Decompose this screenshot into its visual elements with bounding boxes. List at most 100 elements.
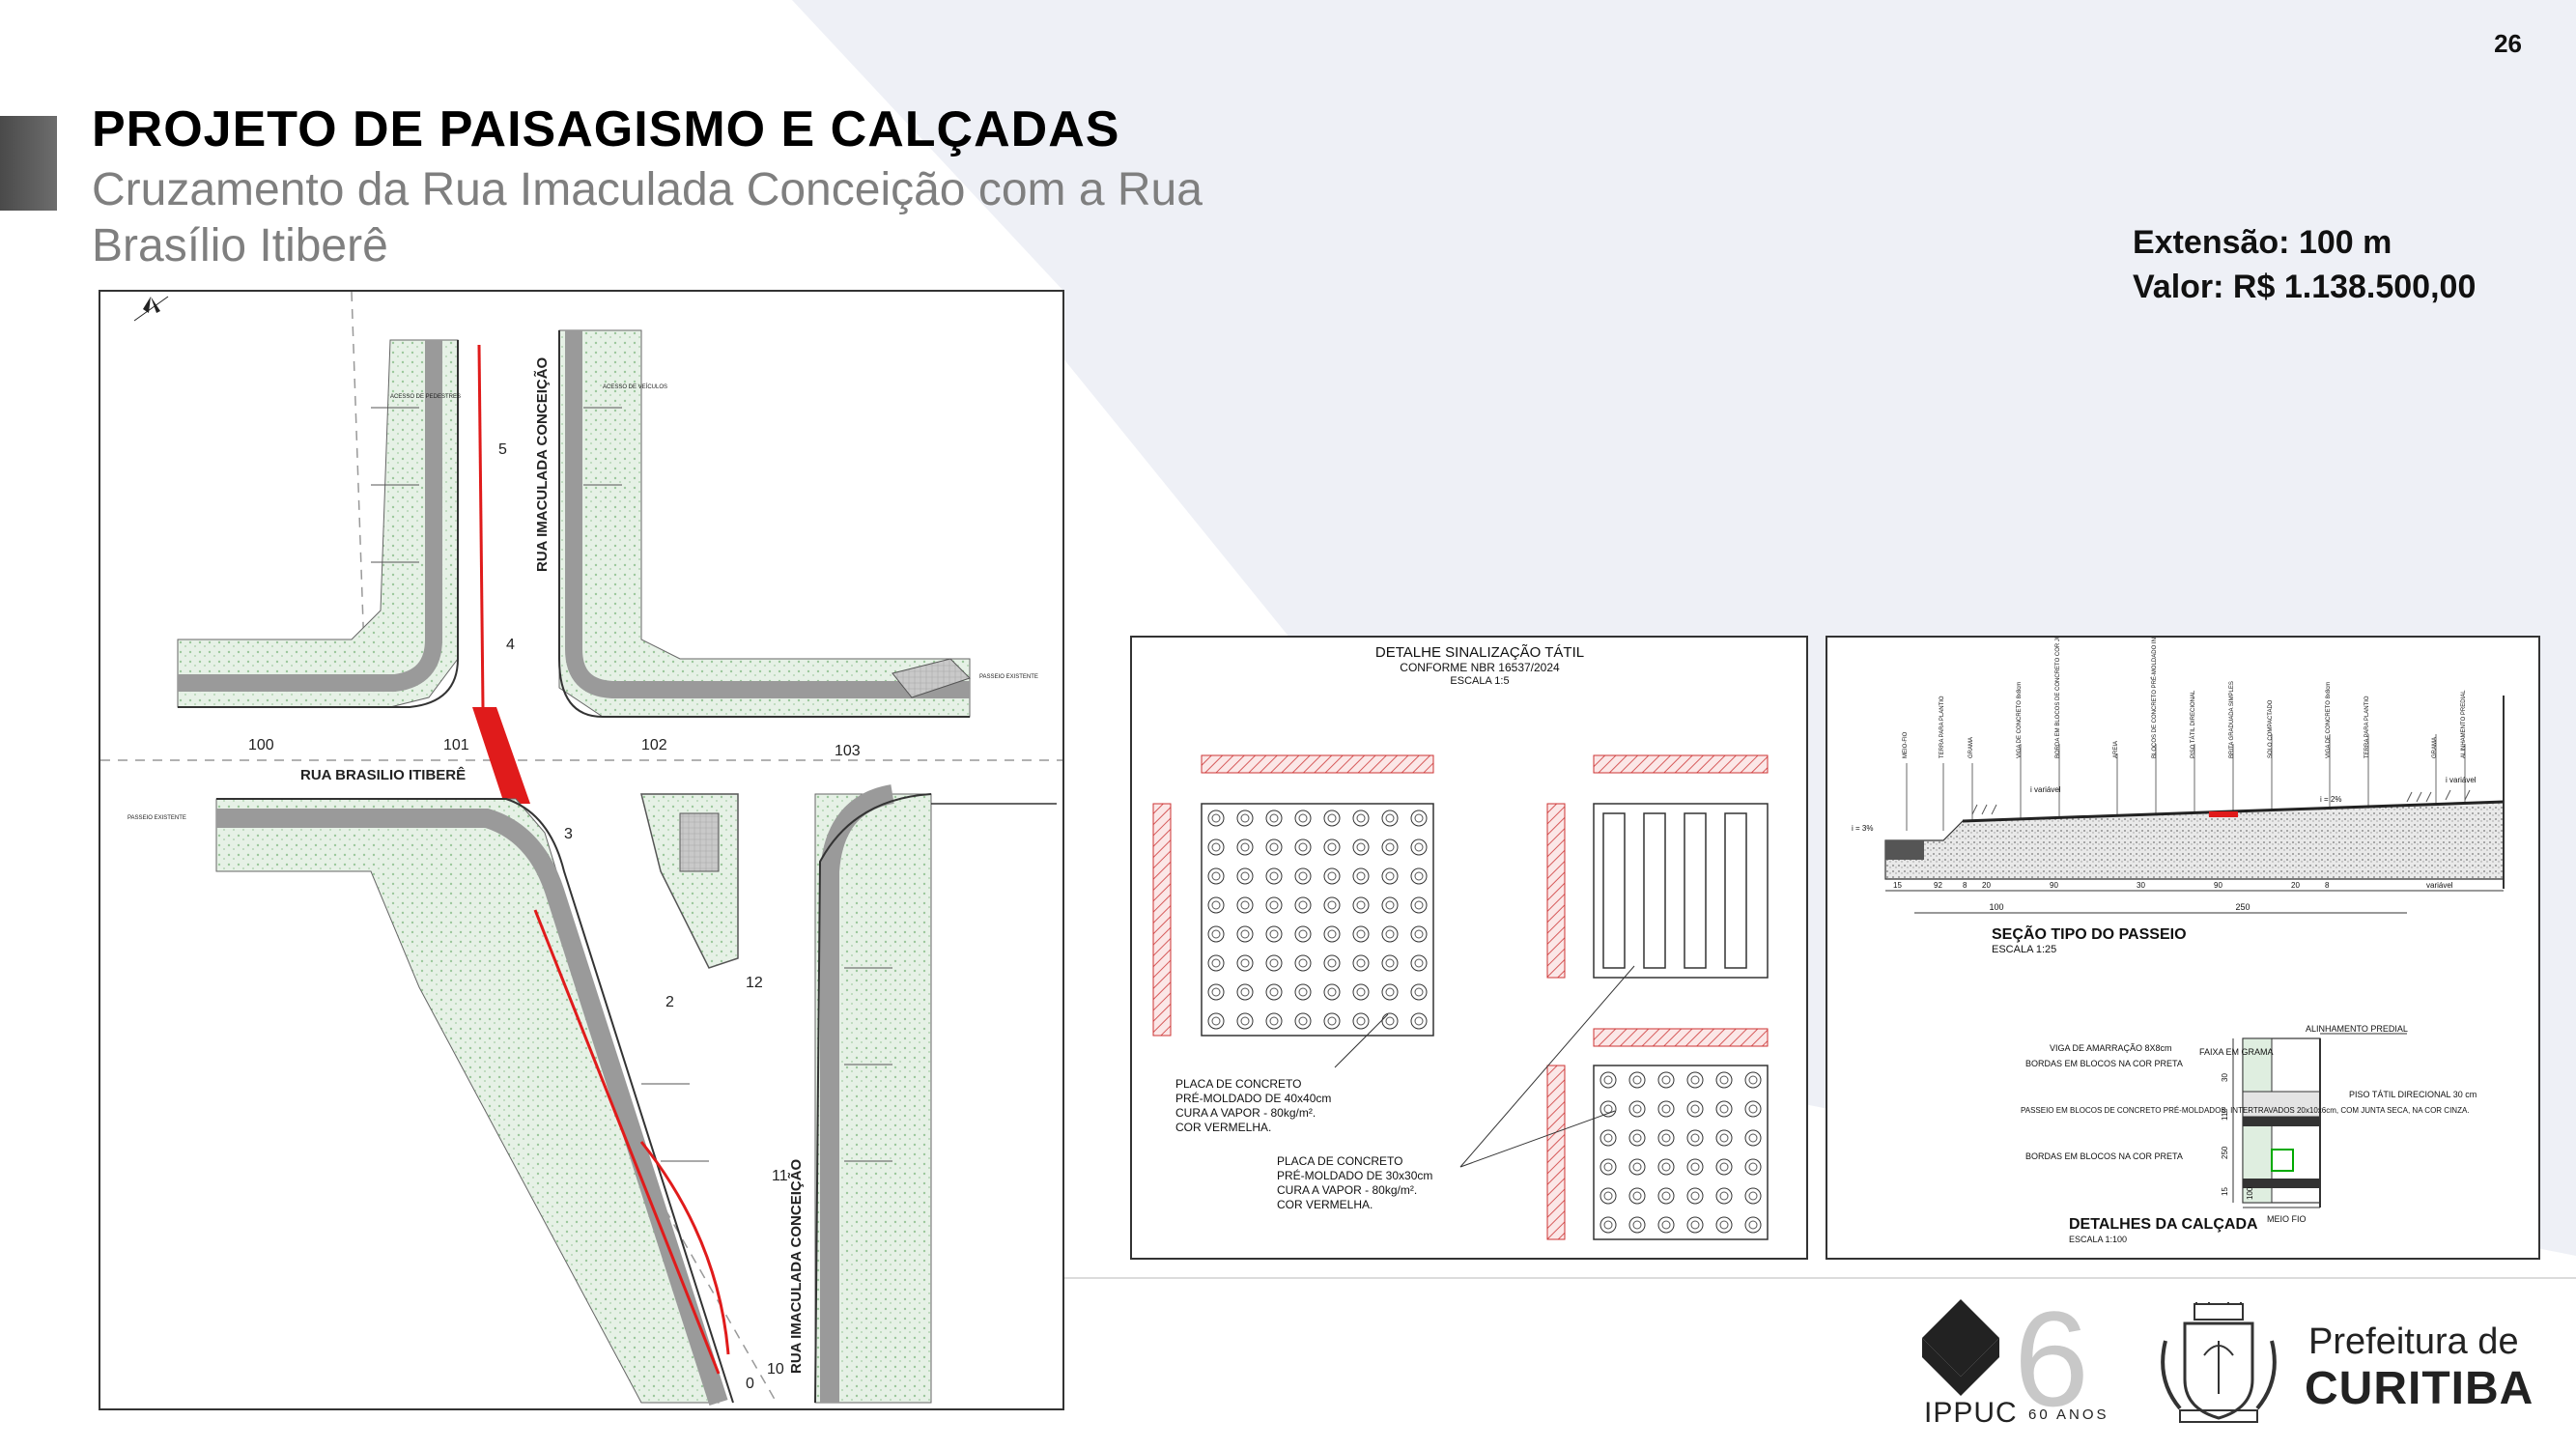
- tactile-dot: [1715, 1071, 1733, 1089]
- site-plan-svg: RUA IMACULADA CONCEIÇÃO RUA BRASILIO ITI…: [100, 292, 1062, 1406]
- tactile-dot-inner: [1240, 987, 1250, 997]
- tactile-dot: [1686, 1129, 1704, 1147]
- tactile-dot-inner: [1632, 1191, 1642, 1201]
- warning-tile-30: [1593, 1065, 1769, 1240]
- tactile-dot-inner: [1269, 1016, 1279, 1026]
- tactile-dot: [1599, 1100, 1617, 1118]
- page-subtitle: Cruzamento da Rua Imaculada Conceição co…: [92, 164, 1203, 271]
- tactile-dot-inner: [1327, 1016, 1337, 1026]
- section-title: SEÇÃO TIPO DO PASSEIO: [1992, 923, 2187, 943]
- tactile-dot: [1294, 925, 1312, 943]
- tactile-dot-inner: [1719, 1162, 1729, 1172]
- tactile-dot-inner: [1414, 958, 1424, 968]
- tactile-dot: [1236, 810, 1254, 827]
- tactile-dot: [1323, 983, 1341, 1001]
- total-dim-250: 250: [2235, 902, 2250, 912]
- tactile-dot: [1381, 810, 1399, 827]
- tactile-dot: [1323, 810, 1341, 827]
- tactile-dot-inner: [1356, 1016, 1366, 1026]
- tactile-dot: [1265, 954, 1283, 972]
- tactile-dot: [1294, 867, 1312, 885]
- tactile-dot-inner: [1603, 1220, 1613, 1230]
- tactile-dot: [1686, 1158, 1704, 1176]
- tactile-dot: [1599, 1158, 1617, 1176]
- tactile-dot-inner: [1632, 1220, 1642, 1230]
- tactile-dot: [1744, 1100, 1762, 1118]
- tactile-dot-inner: [1414, 929, 1424, 939]
- station-mark-102: 102: [641, 737, 667, 753]
- tactile-dot-inner: [1240, 958, 1250, 968]
- tactile-dot: [1410, 954, 1428, 972]
- tactile-norm: CONFORME NBR 16537/2024: [1400, 661, 1560, 674]
- section-top-labels: MEIO-FIO TERRA PARA PLANTIO GRAMA VIGA DE C…: [1903, 638, 2467, 758]
- label-acesso-pedestres: ACESSO DE PEDESTRES: [390, 394, 461, 400]
- tactile-dot-inner: [1719, 1191, 1729, 1201]
- tactile-dot: [1236, 1012, 1254, 1030]
- section-top-label: TERRA PARA PLANTIO: [2364, 696, 2370, 758]
- section-scale: ESCALA 1:25: [1992, 944, 2056, 955]
- tactile-dot: [1628, 1100, 1646, 1118]
- tactile-svg: DETALHE SINALIZAÇÃO TÁTIL CONFORME NBR 1…: [1152, 644, 1769, 1240]
- detail-label-faixa: FAIXA EM GRAMA: [2199, 1047, 2274, 1057]
- dimension-label: 20: [1982, 881, 1991, 890]
- tactile-dot-inner: [1385, 958, 1395, 968]
- tactile-dot: [1323, 1012, 1341, 1030]
- tactile-dot: [1599, 1129, 1617, 1147]
- tactile-dot-inner: [1269, 929, 1279, 939]
- tactile-dot: [1323, 925, 1341, 943]
- section-top-label: GRAMA: [1968, 737, 1974, 758]
- tactile-dot: [1744, 1187, 1762, 1205]
- tactile-dot-inner: [1269, 958, 1279, 968]
- tactile-dot-inner: [1356, 842, 1366, 852]
- dimension-label: 8: [2325, 881, 2330, 890]
- sixty-digit: 6: [2014, 1299, 2089, 1425]
- tactile-dot: [1628, 1071, 1646, 1089]
- tactile-dot-inner: [1414, 987, 1424, 997]
- tactile-title: DETALHE SINALIZAÇÃO TÁTIL: [1375, 644, 1584, 661]
- tactile-dot-inner: [1298, 1016, 1308, 1026]
- tactile-dot: [1323, 867, 1341, 885]
- tactile-dot-inner: [1269, 987, 1279, 997]
- tactile-dot-inner: [1211, 1016, 1221, 1026]
- tactile-dot-inner: [1356, 987, 1366, 997]
- tactile-dot-inner: [1240, 929, 1250, 939]
- tactile-dot-inner: [1603, 1191, 1613, 1201]
- tactile-dot-inner: [1327, 813, 1337, 823]
- detail-dimension-label: 250: [2221, 1146, 2229, 1159]
- tactile-dot: [1207, 1012, 1225, 1030]
- note-plate-40-line2: PRÉ-MOLDADO DE 40x40cm: [1175, 1091, 1331, 1105]
- page-number: 26: [2494, 29, 2522, 58]
- tactile-dot-inner: [1298, 871, 1308, 881]
- section-top-label: BORDA EM BLOCOS DE CONCRETO COR JUNTA SE…: [2055, 638, 2061, 758]
- tactile-dot: [1657, 1187, 1675, 1205]
- detail-label-alinhamento: ALINHAMENTO PREDIAL: [2306, 1024, 2408, 1034]
- tactile-dot-inner: [1298, 900, 1308, 910]
- slope-label-1: i = 3%: [1852, 824, 1873, 833]
- tactile-dot: [1744, 1158, 1762, 1176]
- tactile-dot-inner: [1211, 842, 1221, 852]
- section-top-label: GRAMA: [2432, 737, 2438, 758]
- tactile-dot-inner: [1211, 929, 1221, 939]
- label-passeio-existente-left: PASSEIO EXISTENTE: [127, 815, 186, 821]
- tactile-dot-inner: [1327, 842, 1337, 852]
- tactile-dot: [1323, 896, 1341, 914]
- tactile-dot: [1352, 896, 1370, 914]
- tactile-dot-inner: [1385, 900, 1395, 910]
- section-top-label: BRITA GRADUADA SIMPLES: [2229, 681, 2235, 758]
- directional-tile-bars: [1602, 812, 1747, 969]
- tactile-dot-inner: [1748, 1133, 1758, 1143]
- sidewalk-section-drawing: MEIO-FIO TERRA PARA PLANTIO GRAMA VIGA DE C…: [1826, 636, 2540, 1260]
- tactile-dot: [1599, 1216, 1617, 1234]
- sixty-years-logo-icon: 6: [2014, 1299, 2089, 1425]
- accent-bar: [0, 116, 57, 211]
- tactile-dot-inner: [1327, 871, 1337, 881]
- tactile-dot: [1410, 1012, 1428, 1030]
- tactile-dot: [1207, 838, 1225, 856]
- tactile-dot-inner: [1240, 900, 1250, 910]
- slope-label-3: i = 2%: [2320, 795, 2341, 804]
- tactile-dot-inner: [1385, 929, 1395, 939]
- tactile-dot: [1207, 896, 1225, 914]
- tactile-dot: [1352, 925, 1370, 943]
- tactile-dot-inner: [1269, 900, 1279, 910]
- dimension-label: 90: [2214, 881, 2222, 890]
